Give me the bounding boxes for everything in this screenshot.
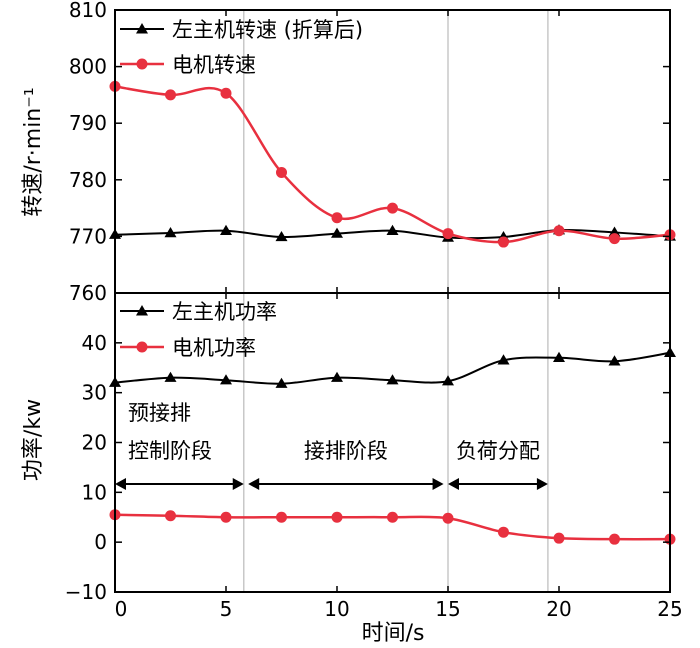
data-point-p1-s1-1 [165, 510, 176, 522]
y-tick-label-p0-1: 770 [69, 224, 107, 248]
y-tick-label-p1-4: 30 [82, 381, 107, 405]
phase-arrow-head-right-0 [232, 478, 244, 490]
data-point-p1-s0-6 [442, 375, 454, 386]
data-point-p0-s1-6 [442, 228, 454, 240]
data-point-p1-s0-9 [608, 355, 621, 366]
phase-label-line1-0: 预接排 [128, 401, 191, 425]
phase-arrow-head-left-0 [115, 478, 126, 490]
data-point-p1-s0-8 [553, 351, 565, 362]
legend-label-p1-0: 左主机功率 [172, 300, 277, 324]
y-tick-label-p0-0: 760 [69, 281, 107, 305]
legend-label-p0-0: 左主机转速 (折算后) [172, 18, 363, 42]
y-tick-label-p1-5: 40 [82, 331, 107, 355]
legend-label-p1-1: 电机功率 [172, 336, 256, 360]
x-tick-label-5: 25 [657, 597, 682, 621]
data-point-p1-s1-5 [387, 511, 398, 523]
x-tick-label-4: 20 [546, 597, 571, 621]
phase-arrow-head-right-1 [432, 478, 444, 490]
data-point-p0-s1-7 [498, 236, 509, 248]
data-point-p1-s1-3 [276, 511, 287, 523]
y-tick-label-p1-3: 20 [82, 431, 107, 455]
phase-boundary-lines [243, 10, 549, 592]
y-tick-label-p0-5: 810 [69, 0, 107, 22]
phase-label-line2-1: 接排阶段 [304, 439, 388, 463]
data-point-p1-s0-2 [220, 374, 232, 385]
legend-label-p0-1: 电机转速 [172, 53, 256, 77]
data-point-p1-s0-5 [386, 374, 399, 385]
data-point-p1-s0-4 [331, 371, 343, 382]
legend-marker-p0-0 [136, 23, 148, 34]
data-point-p0-s0-4 [331, 227, 343, 238]
x-tick-label-1: 5 [220, 597, 233, 621]
x-axis-title: 时间/s [362, 621, 425, 646]
data-point-p0-s1-3 [276, 166, 287, 178]
data-point-p1-s0-7 [497, 354, 510, 365]
data-point-p1-s1-7 [498, 526, 509, 538]
phase-label-line2-2: 负荷分配 [456, 439, 540, 463]
phase-arrow-head-left-2 [448, 478, 459, 490]
data-point-p0-s1-2 [220, 87, 232, 99]
data-point-p1-s1-8 [553, 532, 565, 544]
data-point-p0-s0-5 [386, 224, 399, 235]
data-point-p1-s0-1 [164, 371, 177, 382]
y-tick-label-p1-1: 0 [94, 530, 107, 554]
series-line-p0-s1 [114, 85, 671, 244]
text-layer: 760 770 780 790 800 810 −10 0 10 20 30 40 0 5 10 15 20 25… [21, 0, 683, 646]
y-tick-label-p0-3: 790 [69, 111, 107, 135]
data-point-p1-s1-2 [220, 511, 232, 523]
data-point-p0-s0-1 [164, 227, 177, 238]
data-point-p1-s1-4 [331, 511, 343, 523]
x-tick-label-0: 0 [115, 597, 128, 621]
data-point-p0-s1-8 [553, 225, 565, 237]
y-tick-label-p0-4: 800 [69, 55, 107, 79]
legend-marker-p1-0 [136, 305, 148, 316]
x-tick-label-2: 10 [324, 597, 349, 621]
data-point-p0-s1-9 [609, 233, 620, 245]
y-tick-label-p1-2: 10 [82, 480, 107, 504]
data-point-p0-s1-1 [165, 89, 176, 101]
x-tick-label-3: 15 [435, 597, 460, 621]
phase-arrow-head-right-2 [536, 478, 548, 490]
data-point-p1-s0-3 [275, 377, 288, 388]
data-point-p0-s1-4 [331, 212, 343, 224]
data-point-p0-s0-2 [220, 224, 232, 235]
y-tick-label-p0-2: 780 [69, 168, 107, 192]
series-layer [109, 80, 676, 545]
legend-marker-p0-1 [136, 58, 148, 70]
data-point-p0-s1-5 [387, 202, 398, 214]
y-axis-title-bottom: 功率/kw [21, 399, 46, 481]
phase-label-line2-0: 控制阶段 [128, 439, 212, 463]
data-point-p1-s1-9 [609, 533, 620, 545]
y-tick-label-p1-0: −10 [65, 580, 107, 604]
axes-layer [114, 9, 671, 593]
phase-arrow-head-left-1 [248, 478, 260, 490]
data-point-p1-s1-6 [442, 512, 454, 524]
data-point-p0-s0-3 [275, 230, 288, 242]
y-axis-title-top: 转速/r·min⁻¹ [21, 87, 46, 216]
legend-marker-p1-1 [136, 341, 148, 353]
